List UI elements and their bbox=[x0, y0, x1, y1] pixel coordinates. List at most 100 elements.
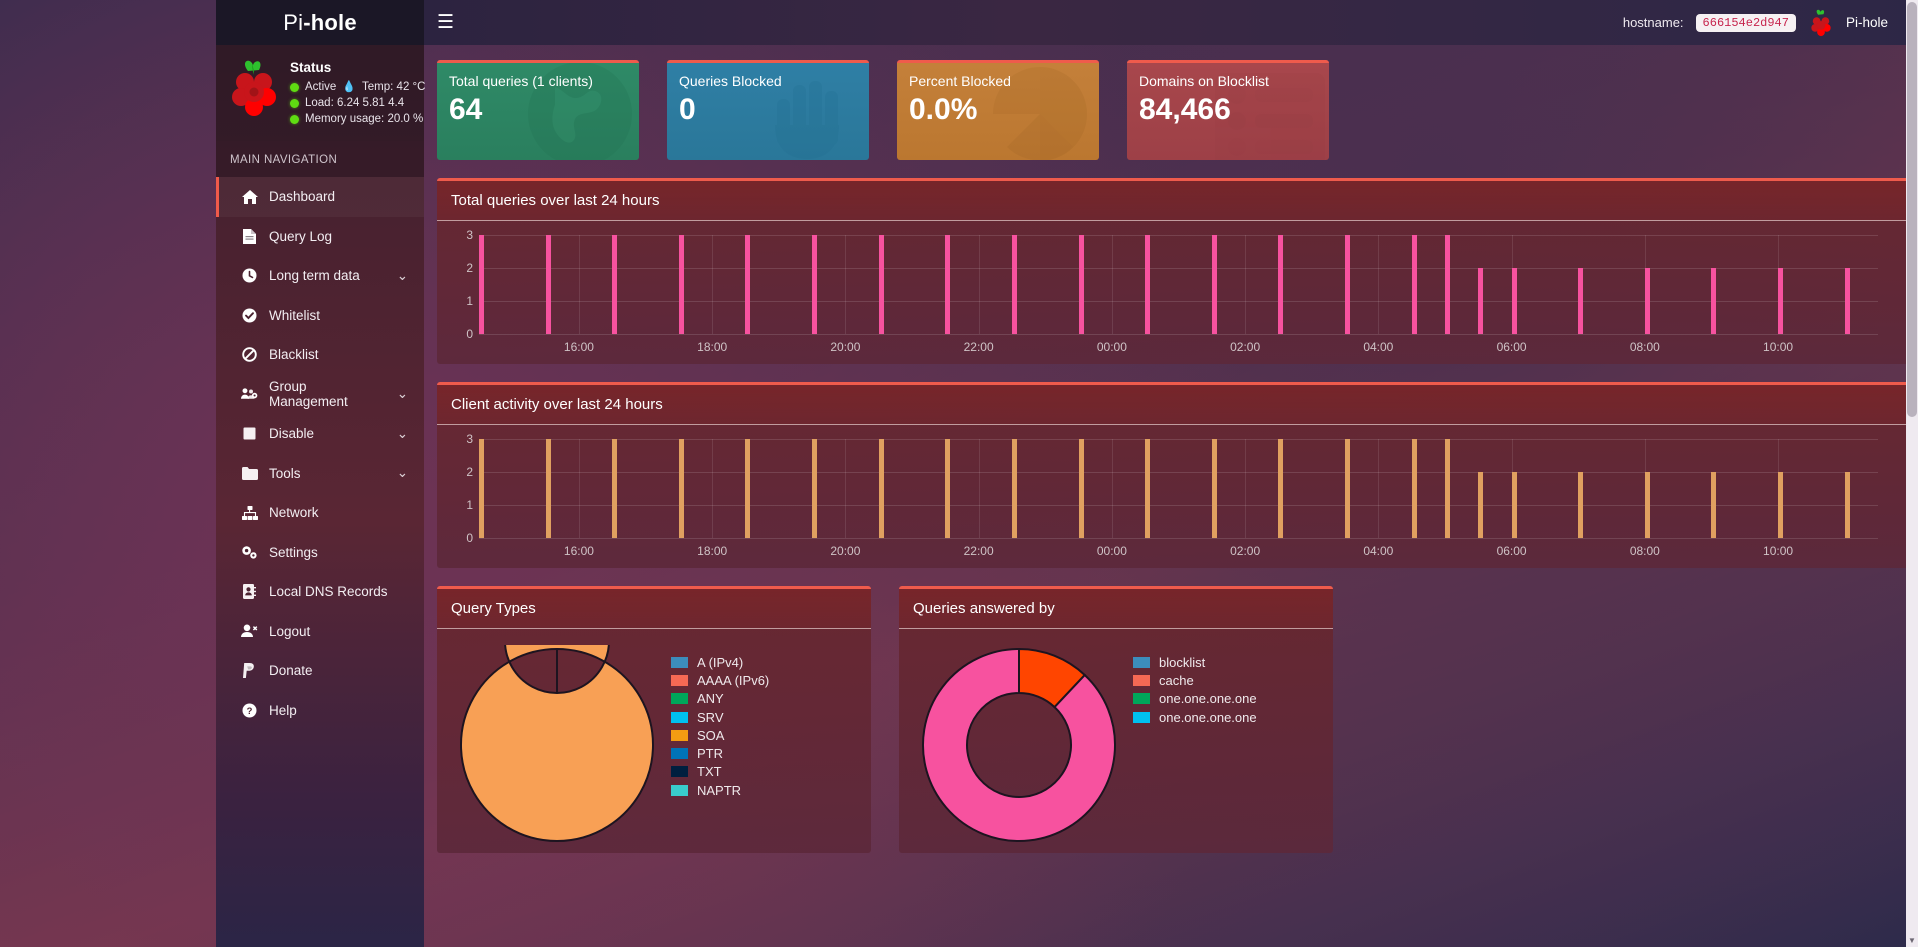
stat-card-title: Queries Blocked bbox=[679, 73, 782, 89]
gridline-v bbox=[845, 235, 847, 334]
sidebar-item-label: Whitelist bbox=[269, 307, 321, 323]
scroll-down-arrow-icon[interactable]: ▼ bbox=[1908, 936, 1916, 945]
bar[interactable] bbox=[612, 235, 618, 334]
sidebar-item-logout[interactable]: Logout bbox=[216, 612, 424, 652]
bar[interactable] bbox=[1011, 439, 1017, 538]
bar[interactable] bbox=[1145, 235, 1151, 334]
legend-label: TXT bbox=[697, 764, 722, 780]
donut-chart-query-types[interactable] bbox=[457, 589, 657, 845]
bar[interactable] bbox=[1644, 268, 1650, 334]
legend-item[interactable]: SRV bbox=[671, 708, 769, 726]
sidebar-item-donate[interactable]: Donate bbox=[216, 651, 424, 691]
legend-item[interactable]: ANY bbox=[671, 690, 769, 708]
legend-item[interactable]: TXT bbox=[671, 763, 769, 781]
status-title: Status bbox=[290, 60, 332, 75]
bar[interactable] bbox=[945, 439, 951, 538]
chart-client-activity[interactable]: 0 1 2 3 16:00 18:00 20:00 22:00 00:00 02:00 04:00 0… bbox=[449, 432, 1906, 560]
legend-item[interactable]: A (IPv4) bbox=[671, 653, 769, 671]
bar[interactable] bbox=[745, 235, 751, 334]
bar[interactable] bbox=[479, 235, 484, 334]
sidebar-item-network[interactable]: Network bbox=[216, 493, 424, 533]
legend-item[interactable]: NAPTR bbox=[671, 781, 769, 799]
topbar-brand-label[interactable]: Pi-hole bbox=[1845, 15, 1888, 30]
bar[interactable] bbox=[1411, 235, 1417, 334]
donut-chart-answered-by[interactable] bbox=[919, 645, 1119, 845]
stat-card-domains-on-blocklist[interactable]: Domains on Blocklist 84,466 bbox=[1127, 60, 1329, 160]
bar[interactable] bbox=[1345, 439, 1351, 538]
bar[interactable] bbox=[1578, 268, 1584, 334]
bar[interactable] bbox=[1778, 268, 1784, 334]
legend-item[interactable]: one.one.one.one bbox=[1133, 708, 1257, 726]
sidebar-item-dashboard[interactable]: Dashboard bbox=[216, 177, 424, 217]
bar[interactable] bbox=[1444, 235, 1450, 334]
bar[interactable] bbox=[1078, 439, 1084, 538]
bar[interactable] bbox=[1478, 472, 1484, 538]
bar[interactable] bbox=[1644, 472, 1650, 538]
bar[interactable] bbox=[1844, 268, 1850, 334]
scroll-thumb[interactable] bbox=[1907, 2, 1917, 417]
sidebar-item-help[interactable]: ? Help bbox=[216, 691, 424, 731]
panel-title-query-types: Query Types bbox=[437, 589, 871, 629]
legend-item[interactable]: AAAA (IPv6) bbox=[671, 671, 769, 689]
sidebar-item-group-management[interactable]: Group Management ⌄ bbox=[216, 375, 424, 415]
bar[interactable] bbox=[1411, 439, 1417, 538]
bar[interactable] bbox=[878, 235, 884, 334]
bar[interactable] bbox=[1078, 235, 1084, 334]
page-scrollbar[interactable]: ▲ ▼ bbox=[1906, 0, 1918, 947]
bar[interactable] bbox=[1211, 235, 1217, 334]
sidebar-brand[interactable]: Pi-hole bbox=[216, 0, 424, 45]
bar[interactable] bbox=[545, 439, 551, 538]
bar[interactable] bbox=[1511, 268, 1517, 334]
hamburger-menu-icon[interactable]: ☰ bbox=[437, 12, 455, 33]
bar[interactable] bbox=[812, 439, 818, 538]
bar[interactable] bbox=[1578, 472, 1584, 538]
bar[interactable] bbox=[812, 235, 818, 334]
bar[interactable] bbox=[545, 235, 551, 334]
bar[interactable] bbox=[1478, 268, 1484, 334]
chart-bars bbox=[479, 439, 1878, 538]
bar[interactable] bbox=[1278, 439, 1284, 538]
bar[interactable] bbox=[479, 439, 484, 538]
legend-item[interactable]: one.one.one.one bbox=[1133, 690, 1257, 708]
bar[interactable] bbox=[1278, 235, 1284, 334]
bar[interactable] bbox=[945, 235, 951, 334]
donut-slice[interactable] bbox=[922, 647, 1116, 842]
y-axis-tick-label: 2 bbox=[466, 261, 473, 275]
chart-total-queries[interactable]: 0 1 2 3 16:00 18:00 20:00 22:00 00:00 02:00 04:00 0… bbox=[449, 228, 1906, 356]
bar[interactable] bbox=[678, 235, 684, 334]
bar[interactable] bbox=[1778, 472, 1784, 538]
bar[interactable] bbox=[878, 439, 884, 538]
bar[interactable] bbox=[1844, 472, 1850, 538]
bar[interactable] bbox=[1444, 439, 1450, 538]
x-axis-tick-label: 04:00 bbox=[1363, 544, 1394, 558]
legend-item[interactable]: cache bbox=[1133, 671, 1257, 689]
sidebar-item-local-dns-records[interactable]: Local DNS Records bbox=[216, 572, 424, 612]
bar[interactable] bbox=[745, 439, 751, 538]
sidebar-item-label: Tools bbox=[269, 465, 301, 481]
legend-item[interactable]: blocklist bbox=[1133, 653, 1257, 671]
stat-card-queries-blocked[interactable]: Queries Blocked 0 bbox=[667, 60, 869, 160]
sidebar-item-blacklist[interactable]: Blacklist bbox=[216, 335, 424, 375]
sidebar-item-tools[interactable]: Tools ⌄ bbox=[216, 454, 424, 494]
legend-color-swatch bbox=[671, 674, 688, 686]
sidebar-item-disable[interactable]: Disable ⌄ bbox=[216, 414, 424, 454]
x-axis-tick-label: 08:00 bbox=[1629, 340, 1660, 354]
bar[interactable] bbox=[1211, 439, 1217, 538]
sidebar-item-long-term-data[interactable]: Long term data ⌄ bbox=[216, 256, 424, 296]
bar[interactable] bbox=[1145, 439, 1151, 538]
bar[interactable] bbox=[612, 439, 618, 538]
legend-item[interactable]: PTR bbox=[671, 744, 769, 762]
ban-icon bbox=[241, 347, 258, 363]
legend-item[interactable]: SOA bbox=[671, 726, 769, 744]
bar[interactable] bbox=[1711, 268, 1717, 334]
sidebar-item-query-log[interactable]: Query Log bbox=[216, 217, 424, 257]
bar[interactable] bbox=[1711, 472, 1717, 538]
stat-card-percent-blocked[interactable]: Percent Blocked 0.0% bbox=[897, 60, 1099, 160]
stat-card-total-queries-1-clients-[interactable]: Total queries (1 clients) 64 bbox=[437, 60, 639, 160]
sidebar-item-settings[interactable]: Settings bbox=[216, 533, 424, 573]
bar[interactable] bbox=[1511, 472, 1517, 538]
bar[interactable] bbox=[678, 439, 684, 538]
sidebar-item-whitelist[interactable]: Whitelist bbox=[216, 296, 424, 336]
bar[interactable] bbox=[1011, 235, 1017, 334]
bar[interactable] bbox=[1345, 235, 1351, 334]
